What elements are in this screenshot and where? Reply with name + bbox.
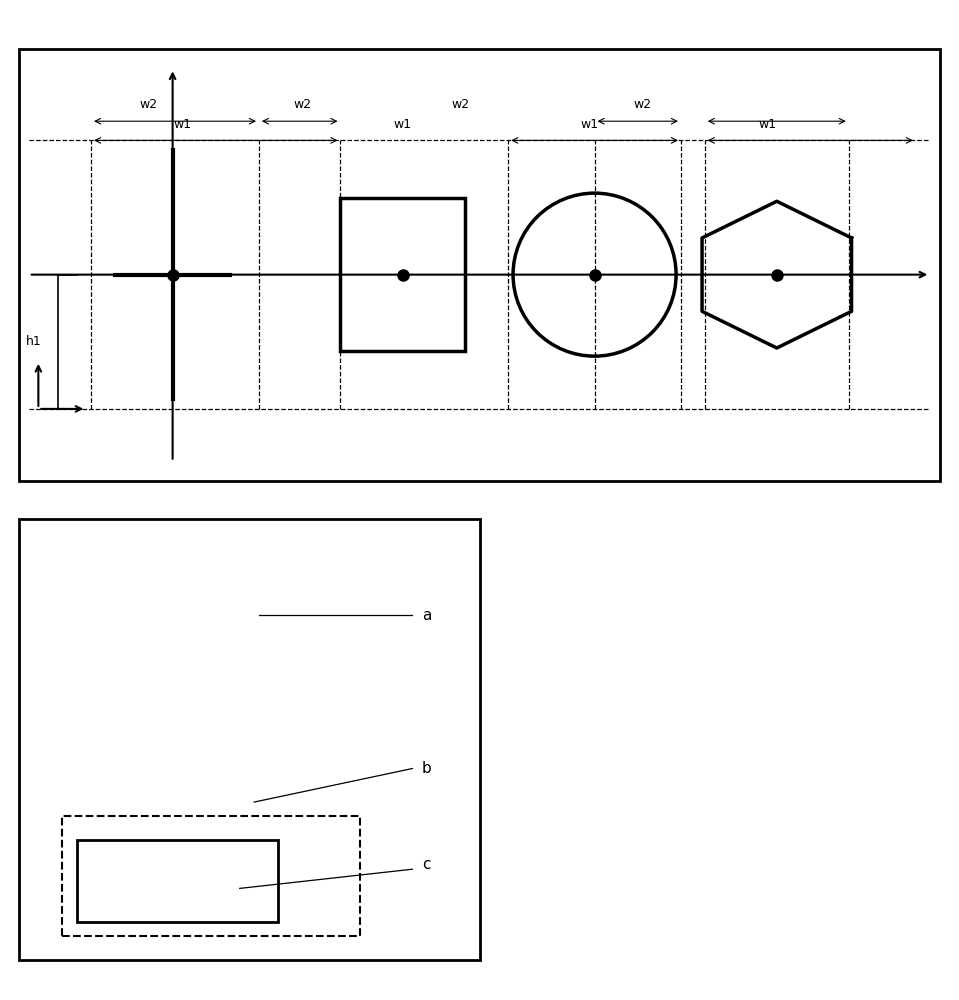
Bar — [62, 816, 360, 936]
Bar — [340, 198, 465, 351]
Bar — [19, 49, 940, 481]
Text: w2: w2 — [293, 98, 311, 111]
Bar — [19, 519, 480, 960]
Text: b: b — [422, 761, 432, 776]
Text: w2: w2 — [452, 98, 469, 111]
Text: a: a — [422, 608, 432, 623]
Text: w1: w1 — [581, 118, 598, 131]
Text: w1: w1 — [174, 118, 191, 131]
Text: w1: w1 — [759, 118, 776, 131]
Bar — [77, 840, 278, 922]
Text: h1: h1 — [26, 335, 41, 348]
Text: w1: w1 — [394, 118, 411, 131]
Text: w2: w2 — [140, 98, 157, 111]
Text: w2: w2 — [634, 98, 651, 111]
Text: c: c — [422, 857, 431, 872]
